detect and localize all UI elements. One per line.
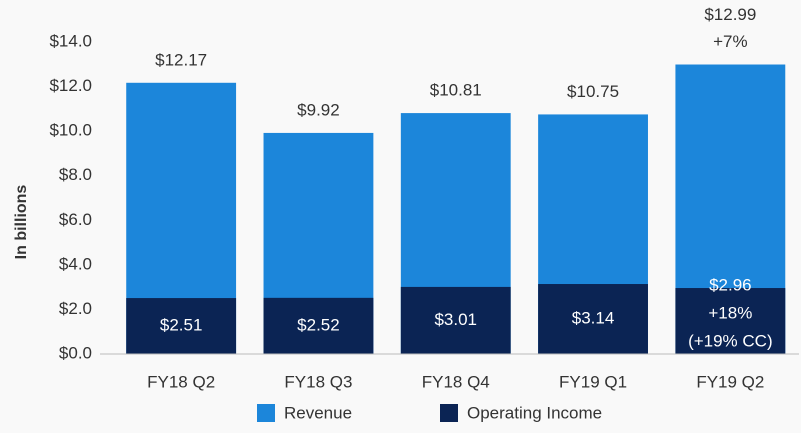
x-tick-label: FY18 Q4 <box>422 372 490 391</box>
bar <box>263 297 374 354</box>
value-label: $10.81 <box>430 81 482 100</box>
y-tick-label: $2.0 <box>59 299 92 318</box>
bar <box>126 298 237 354</box>
value-label: $3.14 <box>572 308 615 327</box>
y-tick-label: $4.0 <box>59 254 92 273</box>
y-tick-label: $8.0 <box>59 165 92 184</box>
value-label: $2.96 <box>709 276 752 295</box>
x-tick-label: FY18 Q2 <box>147 372 215 391</box>
value-label: $12.17 <box>155 50 207 69</box>
value-label: $12.99 <box>704 5 756 24</box>
y-tick-label: $10.0 <box>49 121 92 140</box>
bar <box>538 284 648 354</box>
x-tick-label: FY19 Q2 <box>696 372 764 391</box>
y-tick-label: $14.0 <box>49 31 92 50</box>
value-label: $3.01 <box>434 310 477 329</box>
x-tick-label: FY18 Q3 <box>284 372 352 391</box>
y-tick-label: $6.0 <box>59 210 92 229</box>
annotation: +18% <box>708 304 752 323</box>
legend-label: Operating Income <box>467 403 602 422</box>
legend-swatch <box>440 404 458 422</box>
annotation: +7% <box>713 32 748 51</box>
y-axis-label: In billions <box>13 185 30 260</box>
y-tick-label: $0.0 <box>59 343 92 362</box>
y-tick-label: $12.0 <box>49 76 92 95</box>
bar <box>675 288 786 354</box>
legend-label: Revenue <box>284 403 352 422</box>
legend-swatch <box>257 404 275 422</box>
x-tick-label: FY19 Q1 <box>559 372 627 391</box>
annotation: (+19% CC) <box>688 332 773 351</box>
value-label: $9.92 <box>297 100 340 119</box>
value-label: $2.51 <box>160 316 203 335</box>
bar <box>400 286 511 354</box>
value-label: $2.52 <box>297 315 340 334</box>
value-label: $10.75 <box>567 82 619 101</box>
